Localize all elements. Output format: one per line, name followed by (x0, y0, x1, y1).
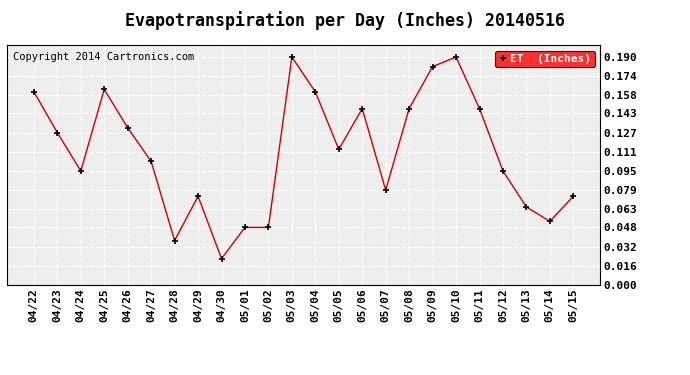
Text: Evapotranspiration per Day (Inches) 20140516: Evapotranspiration per Day (Inches) 2014… (125, 11, 565, 30)
Legend: ET  (Inches): ET (Inches) (495, 51, 595, 67)
Text: Copyright 2014 Cartronics.com: Copyright 2014 Cartronics.com (13, 52, 194, 62)
